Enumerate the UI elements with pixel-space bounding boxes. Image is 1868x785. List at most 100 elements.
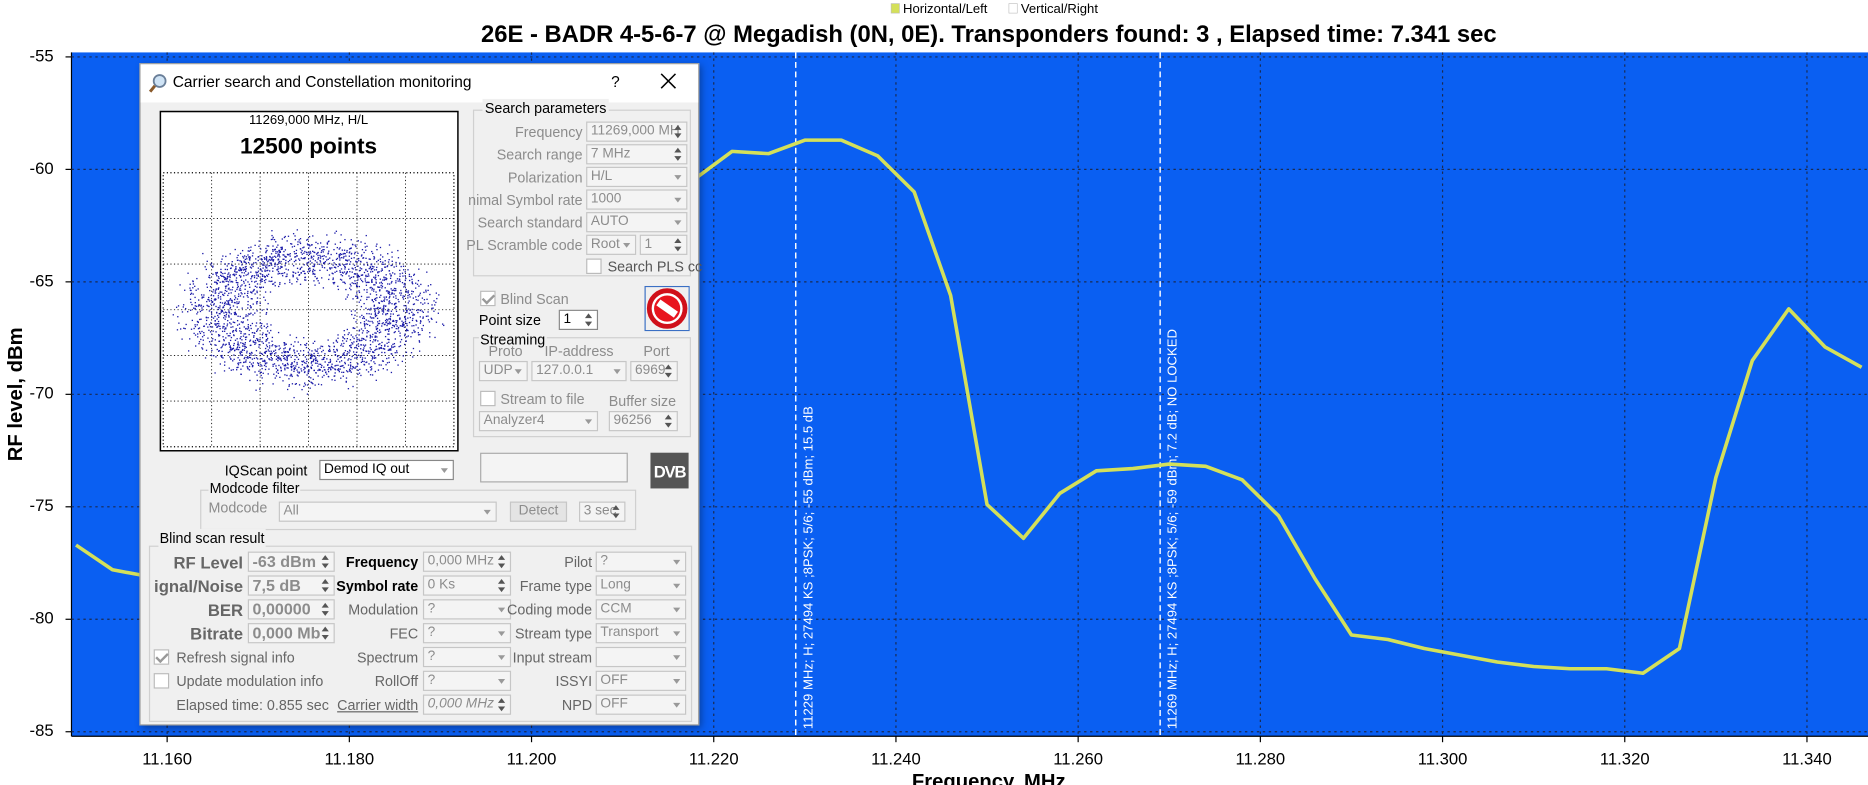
input-field[interactable]: 3 sec xyxy=(578,501,626,522)
input-field[interactable]: 7,5 dB xyxy=(247,575,335,596)
constellation-dot xyxy=(362,281,364,283)
constellation-dot xyxy=(375,357,377,359)
input-field[interactable]: Long xyxy=(595,575,687,596)
checkbox[interactable] xyxy=(480,290,496,307)
input-field[interactable]: 1 xyxy=(639,234,688,255)
constellation-dot xyxy=(252,252,254,254)
constellation-dot xyxy=(376,324,379,327)
constellation-dot xyxy=(343,255,345,258)
input-field[interactable]: 6969 xyxy=(630,360,678,382)
constellation-dot xyxy=(228,287,230,289)
constellation-dot xyxy=(369,258,371,260)
input-field[interactable]: 1000 xyxy=(586,189,688,210)
detect-button[interactable]: Detect xyxy=(509,501,568,522)
input-field[interactable]: Transport xyxy=(595,623,687,644)
constellation-dot xyxy=(237,254,239,257)
close-button[interactable] xyxy=(660,73,677,90)
constellation-dot xyxy=(399,269,401,272)
constellation-dot xyxy=(269,359,271,361)
input-field[interactable]: 0 Ks xyxy=(422,575,512,596)
constellation-dot xyxy=(369,320,371,323)
constellation-dot xyxy=(337,355,339,357)
input-field[interactable]: 1 xyxy=(558,309,599,330)
constellation-dot xyxy=(302,350,305,352)
constellation-dot xyxy=(320,366,323,369)
constellation-dot xyxy=(302,247,304,249)
constellation-dot xyxy=(192,293,194,295)
constellation-dot xyxy=(267,373,269,375)
constellation-dot xyxy=(286,362,289,365)
constellation-dot xyxy=(398,345,400,348)
constellation-dot xyxy=(249,324,252,327)
input-field[interactable]: All xyxy=(278,501,497,522)
constellation-dot xyxy=(397,364,399,366)
constellation-dot xyxy=(404,279,407,281)
input-field[interactable]: OFF xyxy=(595,670,687,691)
constellation-dot xyxy=(184,289,186,291)
constellation-dot xyxy=(369,287,371,289)
constellation-dot xyxy=(269,264,271,267)
input-field[interactable]: 7 MHz xyxy=(586,144,688,165)
input-field[interactable]: 0,000 MHz xyxy=(422,551,512,572)
input-field[interactable]: ? xyxy=(422,599,512,620)
input-field[interactable]: ? xyxy=(422,646,512,668)
constellation-dot xyxy=(370,307,372,310)
constellation-dot xyxy=(358,301,360,303)
constellation-dot xyxy=(227,319,229,322)
constellation-dot xyxy=(385,314,387,316)
input-field[interactable] xyxy=(595,646,687,668)
constellation-dot xyxy=(215,305,217,308)
input-field[interactable]: UDP xyxy=(478,360,528,382)
constellation-dot xyxy=(373,355,376,357)
constellation-dot xyxy=(272,245,274,247)
constellation-dot xyxy=(374,340,376,342)
constellation-dot xyxy=(264,347,267,350)
constellation-dot xyxy=(375,245,377,247)
constellation-dot xyxy=(312,268,315,271)
input-field[interactable]: Analyzer4 xyxy=(478,411,599,432)
stop-button[interactable] xyxy=(644,285,690,332)
input-field[interactable]: OFF xyxy=(595,694,687,715)
constellation-dot xyxy=(249,340,251,342)
constellation-dot xyxy=(234,290,237,292)
input-field[interactable]: 0,000 Mb xyxy=(247,623,335,644)
constellation-dot xyxy=(355,295,357,297)
input-field[interactable]: ? xyxy=(422,623,512,644)
field-value: 0,00000 xyxy=(252,600,311,619)
input-field[interactable]: 11269,000 MH xyxy=(586,121,688,142)
input-field[interactable]: H/L xyxy=(586,166,688,188)
constellation-dot xyxy=(321,250,323,252)
constellation-dot xyxy=(400,292,403,294)
constellation-dot xyxy=(270,350,272,352)
constellation-dot xyxy=(412,347,415,350)
constellation-dot xyxy=(412,297,414,299)
input-field[interactable]: Root xyxy=(586,234,637,255)
constellation-dot xyxy=(200,304,202,306)
constellation-dot xyxy=(373,298,376,300)
input-field[interactable]: 96256 xyxy=(608,411,678,432)
checkbox[interactable] xyxy=(153,649,170,665)
constellation-dot xyxy=(383,299,385,302)
constellation-dot xyxy=(256,283,259,285)
constellation-dot xyxy=(226,275,229,277)
y-tick-label: -75 xyxy=(30,496,54,515)
constellation-dot xyxy=(264,270,266,272)
input-field[interactable]: 127.0.0.1 xyxy=(531,360,627,382)
input-field[interactable]: CCM xyxy=(595,599,687,620)
input-field[interactable]: ? xyxy=(595,551,687,572)
help-button[interactable]: ? xyxy=(611,72,620,91)
input-field[interactable]: AUTO xyxy=(586,212,688,233)
checkbox[interactable] xyxy=(153,673,170,689)
input-field[interactable]: 0,00000 xyxy=(247,599,335,620)
input-field[interactable]: ? xyxy=(422,670,512,691)
constellation-dot xyxy=(247,292,249,295)
input-field[interactable]: -63 dBm xyxy=(247,551,335,572)
checkbox[interactable] xyxy=(480,390,496,407)
input-field[interactable]: Demod IQ out xyxy=(319,459,454,481)
constellation-dot xyxy=(377,312,379,315)
input-field[interactable]: 0,000 MHz xyxy=(422,694,512,715)
constellation-dot xyxy=(218,277,220,280)
constellation-dot xyxy=(327,339,329,341)
checkbox[interactable] xyxy=(586,258,602,275)
constellation-dot xyxy=(321,364,323,367)
